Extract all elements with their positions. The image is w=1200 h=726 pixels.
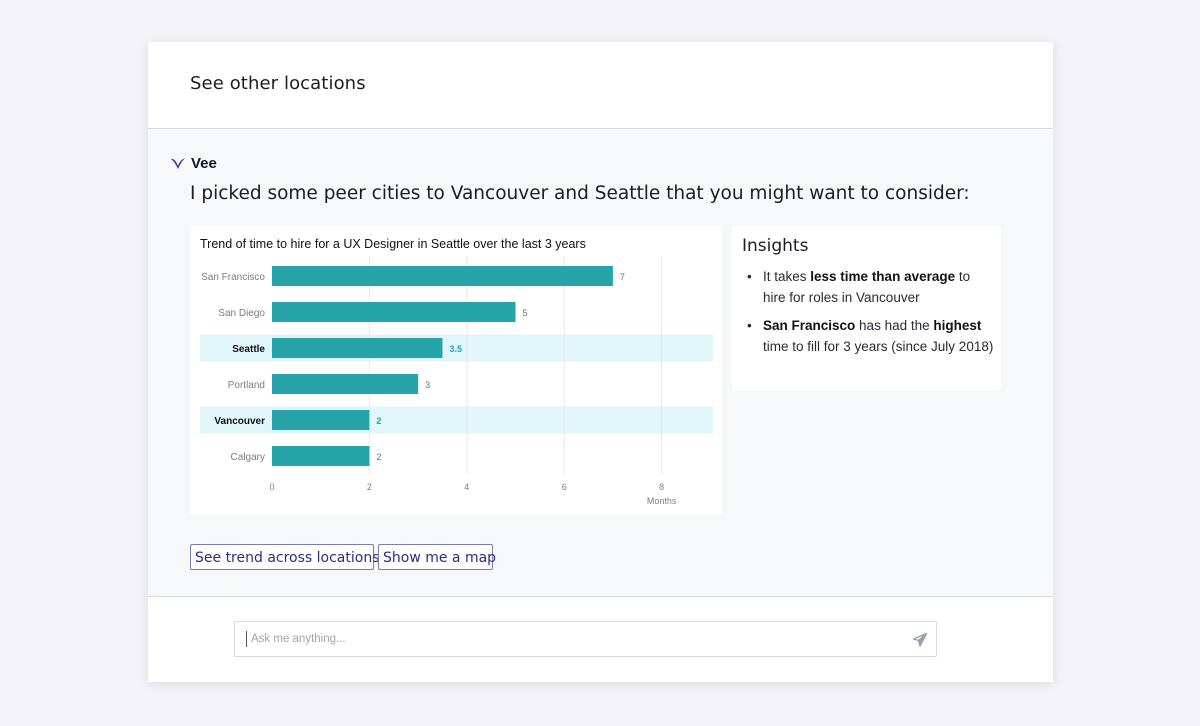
assistant-identity: Vee xyxy=(170,153,217,173)
see-trend-button[interactable]: See trend across locations xyxy=(190,544,380,570)
bar xyxy=(272,374,419,394)
bar xyxy=(272,302,516,322)
bar xyxy=(272,446,370,466)
data-label: 2 xyxy=(376,452,381,462)
chat-header: See other locations xyxy=(148,42,1053,129)
data-label: 7 xyxy=(620,272,625,282)
category-label: Seattle xyxy=(232,344,265,355)
text-caret xyxy=(246,631,247,647)
assistant-message: I picked some peer cities to Vancouver a… xyxy=(190,183,970,204)
bar xyxy=(272,266,613,286)
insight-item: It takes less time than average to hire … xyxy=(742,266,994,308)
insight-item: San Francisco has had the highest time t… xyxy=(742,315,994,357)
x-tick-label: 8 xyxy=(659,482,664,492)
insights-title: Insights xyxy=(742,236,809,256)
x-tick-label: 0 xyxy=(269,482,274,492)
vee-logo-icon xyxy=(171,158,185,169)
insights-panel: Insights It takes less time than average… xyxy=(732,226,1001,391)
chart-title: Trend of time to hire for a UX Designer … xyxy=(200,237,586,251)
bar-chart: San Francisco 7 San Diego 5 Seattle 3.5 Portla… xyxy=(200,256,713,506)
chat-card: See other locations Vee I picked some pe… xyxy=(148,42,1053,682)
assistant-name: Vee xyxy=(191,154,217,172)
show-map-button[interactable]: Show me a map xyxy=(378,544,496,570)
data-label: 3 xyxy=(425,380,430,390)
data-label: 2 xyxy=(376,416,381,426)
category-label: Calgary xyxy=(231,452,265,463)
chart-panel: Trend of time to hire for a UX Designer … xyxy=(190,226,722,515)
x-tick-label: 4 xyxy=(464,482,469,492)
ask-input[interactable] xyxy=(234,621,937,657)
x-tick-label: 6 xyxy=(562,482,567,492)
page-title: See other locations xyxy=(190,73,366,94)
send-icon[interactable] xyxy=(912,632,928,648)
x-tick-label: 2 xyxy=(367,482,372,492)
bar xyxy=(272,338,443,358)
category-label: Portland xyxy=(228,380,265,391)
x-axis-title: Months xyxy=(647,496,677,506)
composer xyxy=(148,596,1053,682)
category-label: San Francisco xyxy=(201,272,265,283)
data-label: 3.5 xyxy=(449,344,462,354)
insights-list: It takes less time than average to hire … xyxy=(742,266,994,364)
category-label: San Diego xyxy=(218,308,265,319)
category-label: Vancouver xyxy=(214,416,265,427)
data-label: 5 xyxy=(523,308,528,318)
bar xyxy=(272,410,370,430)
